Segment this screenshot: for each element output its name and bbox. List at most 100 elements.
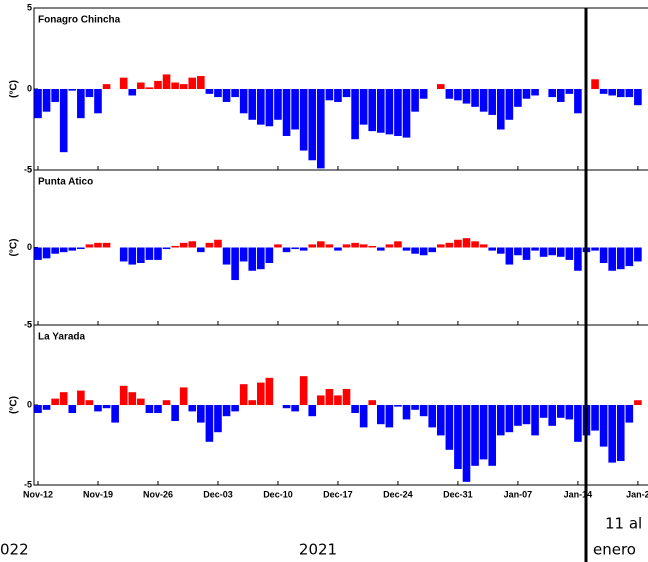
bar	[102, 242, 111, 248]
bar	[162, 400, 171, 405]
x-tick-label: Nov-12	[23, 489, 53, 499]
bar	[317, 89, 325, 169]
bar	[119, 77, 128, 89]
bar	[257, 89, 265, 125]
bar	[556, 247, 565, 257]
bar	[59, 392, 68, 405]
bar	[128, 89, 137, 96]
bar	[77, 390, 85, 405]
bar	[342, 389, 351, 405]
bar	[325, 89, 334, 101]
bar	[634, 400, 642, 405]
bar	[59, 89, 68, 153]
bar	[539, 247, 548, 257]
bar	[556, 405, 565, 418]
y-axis-label: (°C)	[9, 80, 20, 98]
bar	[239, 384, 248, 405]
bar	[34, 405, 42, 413]
bar	[625, 405, 634, 423]
x-tick-label: Dec-03	[203, 489, 233, 499]
bar	[34, 247, 42, 260]
bar	[574, 405, 582, 442]
bar	[505, 405, 514, 433]
bar	[488, 89, 497, 115]
bar	[102, 405, 111, 409]
bar	[94, 405, 102, 412]
bar	[299, 376, 308, 405]
bar	[514, 405, 522, 426]
bar	[385, 405, 394, 428]
bar	[462, 405, 471, 482]
bar	[317, 241, 325, 248]
bar	[265, 247, 274, 263]
bar	[68, 89, 77, 91]
bar	[154, 405, 162, 413]
bar	[85, 400, 94, 405]
bar	[342, 89, 351, 98]
bar	[137, 82, 145, 89]
bar	[299, 247, 308, 251]
bar	[616, 405, 625, 461]
bar	[205, 242, 214, 248]
bar	[496, 247, 505, 254]
bar	[608, 89, 616, 96]
bar	[188, 77, 197, 89]
bar	[119, 247, 128, 262]
bar	[548, 405, 556, 426]
bar	[308, 244, 317, 248]
bar	[145, 87, 154, 89]
bar	[205, 405, 214, 442]
bar	[317, 395, 325, 405]
bar	[265, 89, 274, 127]
bar	[248, 247, 257, 271]
bar	[599, 405, 608, 447]
annotation: 2021	[299, 541, 337, 559]
bar	[334, 89, 342, 102]
bar	[428, 247, 437, 253]
bar	[94, 89, 102, 114]
bar	[214, 239, 222, 248]
bar	[257, 382, 265, 405]
x-tick-label: Dec-10	[263, 489, 293, 499]
bar	[59, 247, 68, 253]
bar	[51, 89, 59, 102]
bar	[479, 405, 488, 460]
bar	[334, 395, 342, 405]
y-tick-label: 0	[27, 242, 32, 252]
bar	[162, 74, 171, 89]
bar	[282, 89, 291, 136]
bar	[231, 89, 239, 98]
bar	[179, 387, 188, 405]
bar	[102, 84, 111, 89]
y-tick-label: -5	[24, 479, 32, 489]
annotation: 022	[0, 541, 29, 559]
bar	[556, 89, 565, 102]
bar	[522, 89, 531, 99]
bar	[531, 247, 539, 251]
bar	[111, 405, 119, 423]
bar	[634, 89, 642, 106]
bar	[274, 89, 282, 120]
panel-title: Punta Atico	[38, 177, 93, 188]
bar	[42, 247, 51, 259]
bar	[411, 89, 419, 112]
bar	[171, 405, 179, 421]
bar	[436, 244, 445, 248]
bar	[351, 89, 359, 140]
bar	[591, 79, 599, 89]
panel-title: Fonagro Chincha	[38, 15, 121, 26]
bar	[411, 405, 419, 410]
bar	[137, 398, 145, 405]
bar	[625, 89, 634, 98]
bar	[608, 247, 616, 271]
bar	[436, 405, 445, 436]
bar	[385, 89, 394, 135]
bar	[531, 89, 539, 96]
bar	[291, 247, 299, 250]
bar	[188, 241, 197, 248]
bar	[394, 89, 402, 136]
bar	[42, 89, 51, 112]
bar	[51, 398, 59, 405]
bar	[591, 405, 599, 431]
bar	[325, 389, 334, 405]
